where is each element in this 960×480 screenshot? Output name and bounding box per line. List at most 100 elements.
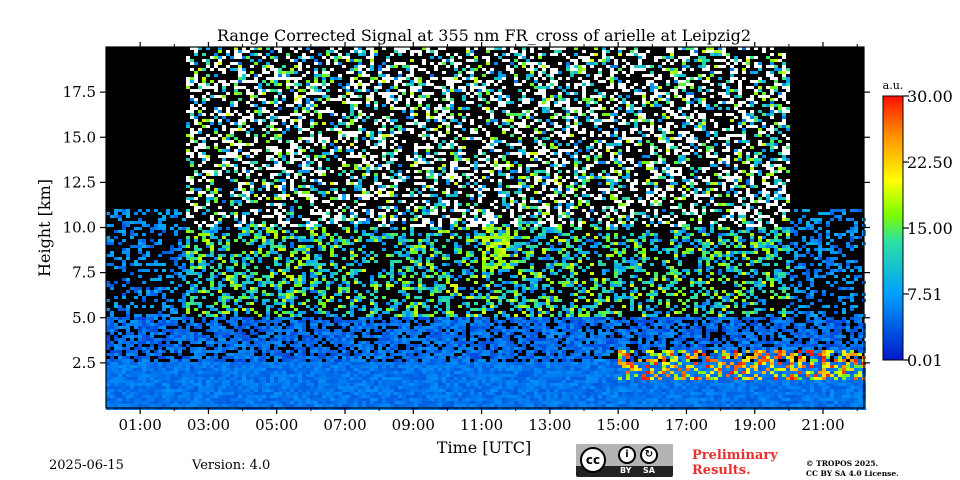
heatmap-cell <box>382 137 386 140</box>
heatmap-cell <box>110 353 114 356</box>
heatmap-cell <box>278 197 282 200</box>
heatmap-cell <box>330 371 334 374</box>
heatmap-cell <box>162 317 166 320</box>
heatmap-cell <box>286 116 290 119</box>
heatmap-cell <box>410 260 414 263</box>
heatmap-cell <box>398 314 402 317</box>
heatmap-cell <box>314 143 318 146</box>
heatmap-cell <box>234 68 238 71</box>
heatmap-cell <box>354 104 358 107</box>
heatmap-cell <box>106 254 110 257</box>
heatmap-cell <box>390 113 394 116</box>
heatmap-cell <box>258 149 262 152</box>
heatmap-cell <box>238 203 242 206</box>
heatmap-cell <box>278 263 282 266</box>
heatmap-cell <box>410 374 414 377</box>
heatmap-cell <box>174 380 178 383</box>
heatmap-cell <box>354 230 358 233</box>
heatmap-cell <box>418 53 422 56</box>
heatmap-cell <box>354 227 358 230</box>
heatmap-cell <box>190 134 194 137</box>
heatmap-cell <box>210 377 214 380</box>
heatmap-cell <box>354 296 358 299</box>
heatmap-cell <box>398 350 402 353</box>
heatmap-cell <box>238 146 242 149</box>
heatmap-cell <box>198 365 202 368</box>
heatmap-cell <box>394 92 398 95</box>
heatmap-cell <box>242 326 246 329</box>
heatmap-cell <box>178 326 182 329</box>
heatmap-cell <box>138 323 142 326</box>
heatmap-cell <box>314 338 318 341</box>
heatmap-cell <box>334 182 338 185</box>
heatmap-cell <box>294 188 298 191</box>
heatmap-cell <box>354 68 358 71</box>
heatmap-cell <box>258 362 262 365</box>
heatmap-cell <box>338 206 342 209</box>
heatmap-cell <box>222 113 226 116</box>
heatmap-cell <box>194 50 198 53</box>
heatmap-cell <box>374 191 378 194</box>
heatmap-cell <box>334 386 338 389</box>
heatmap-cell <box>418 365 422 368</box>
heatmap-cell <box>118 347 122 350</box>
heatmap-cell <box>274 362 278 365</box>
heatmap-cell <box>342 362 346 365</box>
heatmap-cell <box>314 341 318 344</box>
heatmap-cell <box>210 281 214 284</box>
heatmap-cell <box>422 167 426 170</box>
heatmap-cell <box>370 404 374 407</box>
heatmap-cell <box>362 173 366 176</box>
heatmap-cell <box>282 155 286 158</box>
heatmap-cell <box>234 50 238 53</box>
heatmap-cell <box>354 398 358 401</box>
heatmap-cell <box>422 62 426 65</box>
heatmap-cell <box>318 170 322 173</box>
heatmap-cell <box>274 89 278 92</box>
heatmap-cell <box>330 314 334 317</box>
heatmap-cell <box>354 140 358 143</box>
heatmap-cell <box>290 140 294 143</box>
heatmap-cell <box>346 344 350 347</box>
heatmap-cell <box>186 269 190 272</box>
heatmap-cell <box>410 59 414 62</box>
heatmap-cell <box>418 224 422 227</box>
heatmap-cell <box>214 287 218 290</box>
heatmap-cell <box>146 377 150 380</box>
heatmap-cell <box>322 137 326 140</box>
heatmap-cell <box>382 326 386 329</box>
heatmap-cell <box>350 242 354 245</box>
heatmap-cell <box>162 365 166 368</box>
heatmap-cell <box>338 332 342 335</box>
heatmap-cell <box>286 53 290 56</box>
heatmap-cell <box>210 368 214 371</box>
heatmap-cell <box>282 209 286 212</box>
heatmap-cell <box>210 245 214 248</box>
heatmap-cell <box>266 374 270 377</box>
heatmap-cell <box>390 371 394 374</box>
heatmap-cell <box>338 323 342 326</box>
heatmap-cell <box>190 383 194 386</box>
heatmap-cell <box>206 263 210 266</box>
heatmap-cell <box>414 329 418 332</box>
heatmap-cell <box>430 269 434 272</box>
heatmap-cell <box>234 83 238 86</box>
heatmap-cell <box>250 218 254 221</box>
heatmap-cell <box>182 266 186 269</box>
heatmap-cell <box>178 380 182 383</box>
heatmap-cell <box>202 317 206 320</box>
heatmap-cell <box>402 365 406 368</box>
heatmap-cell <box>390 77 394 80</box>
heatmap-cell <box>390 98 394 101</box>
heatmap-cell <box>174 317 178 320</box>
heatmap-cell <box>194 356 198 359</box>
heatmap-cell <box>254 224 258 227</box>
heatmap-cell <box>378 398 382 401</box>
heatmap-cell <box>366 401 370 404</box>
heatmap-cell <box>106 398 110 401</box>
heatmap-cell <box>258 167 262 170</box>
heatmap-cell <box>218 398 222 401</box>
heatmap-cell <box>322 371 326 374</box>
heatmap-cell <box>186 290 190 293</box>
heatmap-cell <box>418 353 422 356</box>
